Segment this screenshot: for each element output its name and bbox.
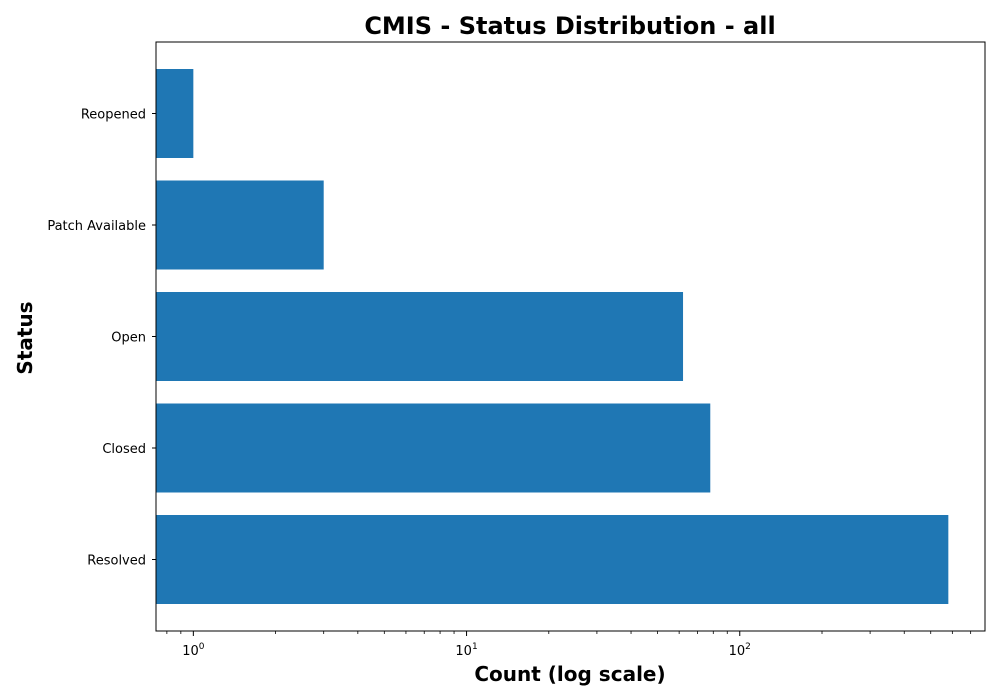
- bars-group: [156, 69, 949, 604]
- y-tick-label: Reopened: [81, 108, 146, 123]
- x-axis-label: Count (log scale): [474, 662, 665, 686]
- chart-title: CMIS - Status Distribution - all: [364, 12, 775, 40]
- bar-open: [156, 292, 684, 381]
- y-tick-label: Resolved: [87, 554, 146, 569]
- bar-resolved: [156, 515, 949, 604]
- x-tick-label: 100: [182, 642, 205, 659]
- y-axis-label: Status: [13, 301, 37, 374]
- x-tick-label: 102: [729, 642, 751, 659]
- x-tick-label: 101: [455, 642, 477, 659]
- plot-frame: [155, 41, 986, 632]
- y-axis-ticks: Reopened Patch Available Open Closed Resolve…: [47, 108, 156, 569]
- x-axis-ticks: 100 101 102: [166, 631, 972, 659]
- bar-reopened: [156, 69, 194, 158]
- bar-closed: [156, 403, 711, 493]
- y-tick-label: Patch Available: [47, 219, 146, 234]
- y-tick-label: Open: [111, 331, 146, 346]
- bar-patch-available: [156, 180, 324, 270]
- y-tick-label: Closed: [102, 442, 146, 457]
